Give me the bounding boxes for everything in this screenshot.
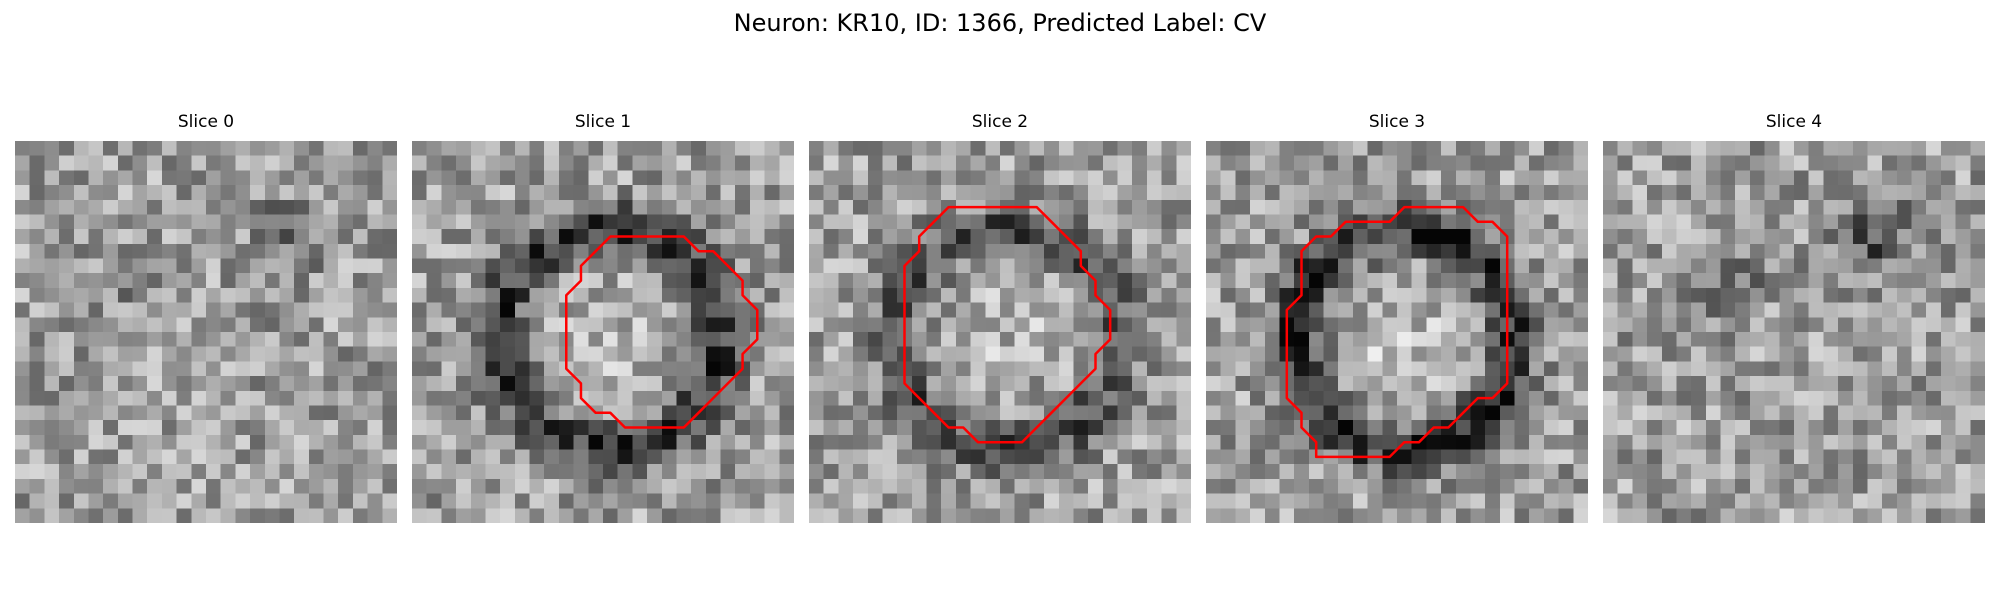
slice-canvas — [809, 141, 1191, 523]
contour-line — [903, 205, 1112, 444]
figure-title: Neuron: KR10, ID: 1366, Predicted Label:… — [733, 9, 1267, 37]
slice-panel-3: Slice 3 — [1206, 112, 1588, 523]
slice-canvas — [1206, 141, 1588, 523]
slice-title: Slice 3 — [1368, 112, 1426, 132]
contour-line — [1285, 205, 1509, 459]
slice-title: Slice 1 — [574, 112, 632, 132]
slice-canvas — [412, 141, 794, 523]
slice-panel-0: Slice 0 — [15, 112, 397, 523]
slice-image — [412, 141, 794, 523]
slice-title: Slice 4 — [1765, 112, 1823, 132]
slice-image — [15, 141, 397, 523]
slice-title: Slice 0 — [177, 112, 235, 132]
slice-image — [1206, 141, 1588, 523]
slice-panel-4: Slice 4 — [1603, 112, 1985, 523]
contour-overlay — [903, 205, 1112, 444]
contour-overlay — [15, 141, 397, 523]
contour-overlay — [1285, 205, 1509, 459]
slice-canvas — [1603, 141, 1985, 523]
slice-canvas — [15, 141, 397, 523]
slice-image — [1603, 141, 1985, 523]
contour-line — [565, 235, 759, 429]
slice-panel-2: Slice 2 — [809, 112, 1191, 523]
contour-overlay — [565, 235, 759, 429]
slice-image — [809, 141, 1191, 523]
slice-title: Slice 2 — [971, 112, 1029, 132]
contour-overlay — [1603, 141, 1985, 523]
slice-panel-1: Slice 1 — [412, 112, 794, 523]
